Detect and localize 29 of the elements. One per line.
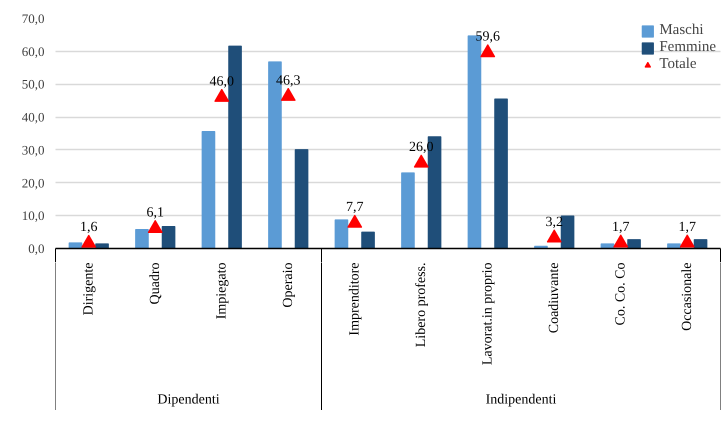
y-tick-label: 50,0 — [22, 76, 44, 92]
x-tick-label: Lavorat.in proprio — [480, 262, 496, 366]
y-tick-label: 70,0 — [22, 11, 44, 26]
data-label: 7,7 — [346, 200, 364, 216]
data-label: 6,1 — [146, 205, 164, 220]
data-label: 59,6 — [476, 30, 500, 45]
x-tick-label: Operaio — [280, 262, 296, 308]
legend-label: Totale — [659, 56, 697, 73]
y-tick-label: 40,0 — [22, 110, 44, 125]
data-label: 1,7 — [612, 220, 630, 235]
data-label: 1,6 — [80, 220, 98, 236]
x-tick-label: Imprenditore — [347, 262, 362, 336]
y-tick-label: 30,0 — [22, 142, 44, 158]
x-tick-label: Quadro — [148, 262, 163, 304]
x-tick-label: Co. Co. Co — [613, 262, 628, 326]
y-tick-label: 0,0 — [28, 241, 44, 256]
x-tick-label: Coadiuvante — [546, 262, 562, 334]
data-label: 1,7 — [678, 220, 696, 235]
text: Indipendenti — [486, 392, 556, 408]
text: Dipendenti — [157, 392, 220, 408]
y-tick-label: 20,0 — [22, 175, 44, 190]
y-tick-label: 10,0 — [22, 208, 44, 224]
y-tick-label: 60,0 — [22, 44, 44, 59]
x-tick-label: Dirigente — [81, 262, 96, 316]
x-tick-label: Impiegato — [214, 262, 230, 320]
x-tick-label: Libero profess. — [414, 262, 429, 348]
legend-label: Maschi — [659, 22, 704, 39]
legend-label: Femmine — [659, 39, 716, 56]
x-tick-label: Occasionale — [680, 262, 695, 331]
